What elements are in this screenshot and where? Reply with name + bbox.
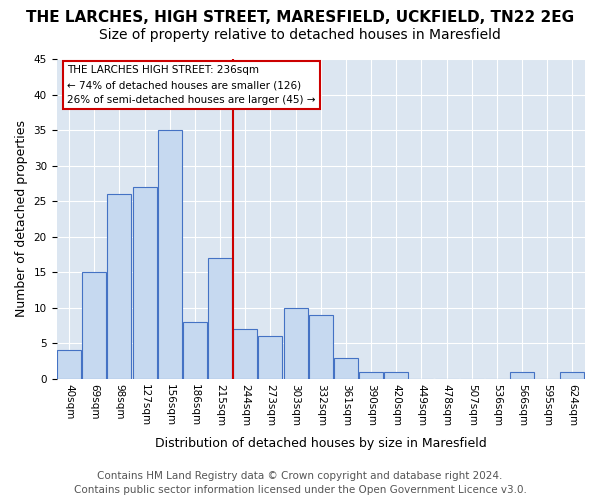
Bar	[359, 372, 383, 379]
Bar	[133, 187, 157, 379]
Bar	[183, 322, 207, 379]
Bar	[510, 372, 534, 379]
Bar	[560, 372, 584, 379]
Text: THE LARCHES, HIGH STREET, MARESFIELD, UCKFIELD, TN22 2EG: THE LARCHES, HIGH STREET, MARESFIELD, UC…	[26, 10, 574, 25]
Bar	[107, 194, 131, 379]
Bar	[385, 372, 408, 379]
Bar	[259, 336, 283, 379]
Bar	[284, 308, 308, 379]
Bar	[309, 315, 333, 379]
Bar	[208, 258, 232, 379]
Bar	[233, 329, 257, 379]
Text: Contains HM Land Registry data © Crown copyright and database right 2024.
Contai: Contains HM Land Registry data © Crown c…	[74, 471, 526, 495]
Text: THE LARCHES HIGH STREET: 236sqm
← 74% of detached houses are smaller (126)
26% o: THE LARCHES HIGH STREET: 236sqm ← 74% of…	[67, 66, 316, 105]
X-axis label: Distribution of detached houses by size in Maresfield: Distribution of detached houses by size …	[155, 437, 487, 450]
Bar	[158, 130, 182, 379]
Y-axis label: Number of detached properties: Number of detached properties	[15, 120, 28, 318]
Text: Size of property relative to detached houses in Maresfield: Size of property relative to detached ho…	[99, 28, 501, 42]
Bar	[57, 350, 81, 379]
Bar	[82, 272, 106, 379]
Bar	[334, 358, 358, 379]
